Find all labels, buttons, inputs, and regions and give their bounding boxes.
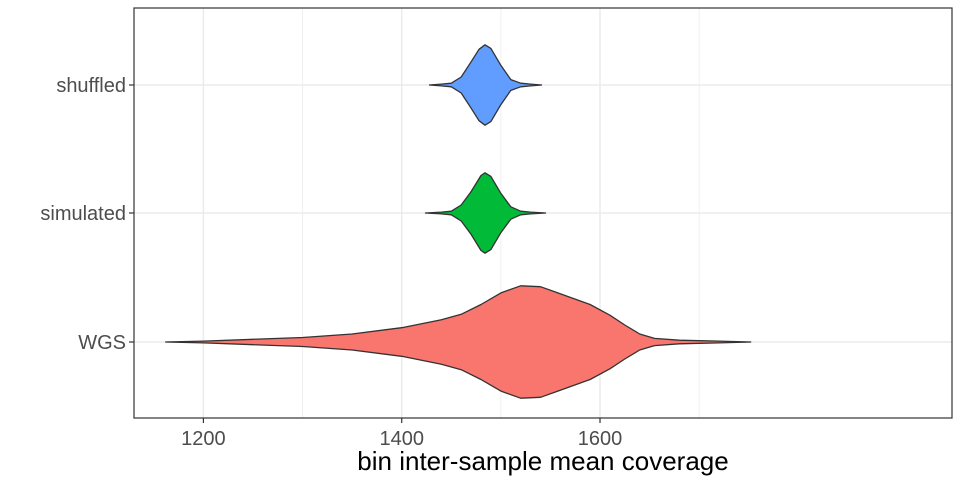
y-tick-label: simulated <box>40 203 126 225</box>
y-tick-label: shuffled <box>56 75 126 97</box>
x-tick-label: 1200 <box>181 428 226 450</box>
violin-wgs <box>165 285 752 399</box>
violin-simulated <box>424 172 547 254</box>
violin-shuffled <box>428 44 543 126</box>
x-axis-title: bin inter-sample mean coverage <box>357 446 728 476</box>
violins <box>165 44 752 399</box>
axes: 1200 1400 1600 WGS simulated shuffled <box>40 75 622 450</box>
y-tick-label: WGS <box>78 332 126 354</box>
x-tick-label: 1400 <box>379 428 424 450</box>
x-tick-label: 1600 <box>578 428 623 450</box>
